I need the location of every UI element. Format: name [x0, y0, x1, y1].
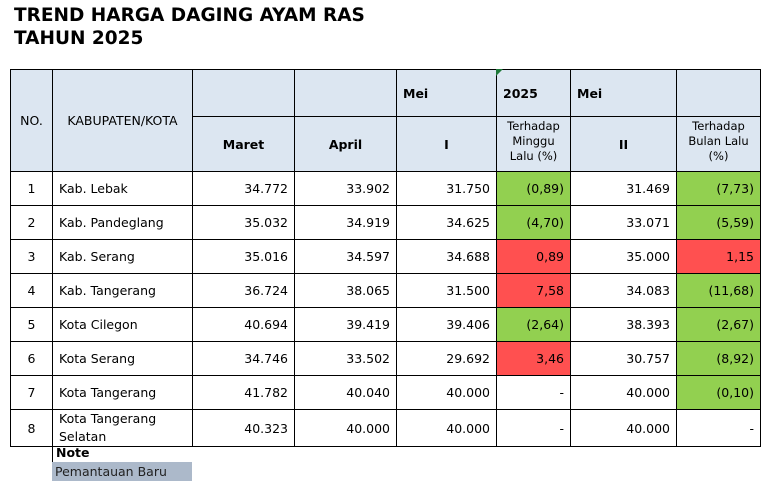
cell-no: 2 [10, 205, 53, 240]
header-mei-2: Mei [570, 69, 677, 117]
cell-no: 3 [10, 239, 53, 274]
table-row: 5 Kota Cilegon 40.694 39.419 39.406 (2,64) 38.… [10, 307, 761, 342]
cell-change-week: - [496, 375, 571, 410]
cell-change-month: (8,92) [676, 341, 761, 376]
cell-maret: 40.694 [192, 307, 295, 342]
cell-week-2: 40.000 [570, 409, 677, 447]
table-row: 4 Kab. Tangerang 36.724 38.065 31.500 7,58 34.… [10, 273, 761, 308]
note-legend-pemantauan-baru: Pemantauan Baru [52, 462, 192, 481]
header-empty-2 [294, 69, 397, 117]
cell-change-month: 1,15 [676, 239, 761, 274]
cell-april: 34.919 [294, 205, 397, 240]
cell-april: 40.000 [294, 409, 397, 447]
cell-maret: 36.724 [192, 273, 295, 308]
cell-change-month: (5,59) [676, 205, 761, 240]
cell-week-2: 33.071 [570, 205, 677, 240]
cell-change-week: (2,64) [496, 307, 571, 342]
cell-change-week: 7,58 [496, 273, 571, 308]
cell-maret: 34.772 [192, 171, 295, 206]
cell-change-month: (2,67) [676, 307, 761, 342]
cell-maret: 41.782 [192, 375, 295, 410]
cell-maret: 35.016 [192, 239, 295, 274]
cell-region: Kota Tangerang [52, 375, 193, 410]
header-empty-1 [192, 69, 295, 117]
cell-no: 6 [10, 341, 53, 376]
cell-week-1: 29.692 [396, 341, 497, 376]
cell-region: Kab. Pandeglang [52, 205, 193, 240]
header-kabkota: KABUPATEN/KOTA [52, 69, 193, 172]
header-no: NO. [10, 69, 53, 172]
cell-region: Kab. Tangerang [52, 273, 193, 308]
cell-april: 39.419 [294, 307, 397, 342]
cell-change-week: - [496, 409, 571, 447]
note-label: Note [52, 444, 192, 462]
header-week-1: I [396, 116, 497, 172]
cell-no: 1 [10, 171, 53, 206]
cell-week-1: 31.500 [396, 273, 497, 308]
cell-week-1: 34.688 [396, 239, 497, 274]
cell-region: Kab. Serang [52, 239, 193, 274]
cell-april: 33.902 [294, 171, 397, 206]
cell-change-month: (11,68) [676, 273, 761, 308]
table-body: 1 Kab. Lebak 34.772 33.902 31.750 (0,89) 31.46… [10, 171, 761, 447]
cell-april: 33.502 [294, 341, 397, 376]
cell-week-1: 31.750 [396, 171, 497, 206]
cell-april: 38.065 [294, 273, 397, 308]
cell-week-2: 34.083 [570, 273, 677, 308]
header-week-2: II [570, 116, 677, 172]
header-year: 2025 [496, 69, 571, 117]
cell-week-2: 38.393 [570, 307, 677, 342]
cell-region: Kota Cilegon [52, 307, 193, 342]
cell-change-month: (0,10) [676, 375, 761, 410]
cell-change-month: (7,73) [676, 171, 761, 206]
cell-region: Kota Tangerang Selatan [52, 409, 193, 447]
cell-change-week: 3,46 [496, 341, 571, 376]
price-table: NO. KABUPATEN/KOTA Mei 2025 Mei Maret Ap… [10, 69, 761, 447]
header-row-1: NO. KABUPATEN/KOTA Mei 2025 Mei [10, 69, 761, 172]
cell-no: 7 [10, 375, 53, 410]
table-row: 7 Kota Tangerang 41.782 40.040 40.000-40.000… [10, 375, 761, 410]
table-row: 2 Kab. Pandeglang 35.032 34.919 34.625 (4,70)… [10, 205, 761, 240]
header-row-2: Maret April I Terhadap Minggu Lalu (%) I… [10, 116, 761, 172]
cell-week-2: 30.757 [570, 341, 677, 376]
cell-week-2: 40.000 [570, 375, 677, 410]
table-row: 1 Kab. Lebak 34.772 33.902 31.750 (0,89) 31.46… [10, 171, 761, 206]
cell-change-week: 0,89 [496, 239, 571, 274]
cell-change-week: (0,89) [496, 171, 571, 206]
header-empty-3 [676, 69, 761, 117]
cell-april: 40.040 [294, 375, 397, 410]
report-title: TREND HARGA DAGING AYAM RAS TAHUN 2025 [14, 4, 365, 50]
cell-week-1: 39.406 [396, 307, 497, 342]
table-row: 6 Kota Serang 34.746 33.502 29.692 3,46 30.757… [10, 341, 761, 376]
cell-no: 4 [10, 273, 53, 308]
cell-change-week: (4,70) [496, 205, 571, 240]
cell-no: 5 [10, 307, 53, 342]
cell-maret: 40.323 [192, 409, 295, 447]
cell-week-1: 40.000 [396, 375, 497, 410]
cell-region: Kota Serang [52, 341, 193, 376]
cell-region: Kab. Lebak [52, 171, 193, 206]
cell-week-1: 34.625 [396, 205, 497, 240]
header-april: April [294, 116, 397, 172]
cell-week-2: 31.469 [570, 171, 677, 206]
header-change-month: Terhadap Bulan Lalu (%) [676, 116, 761, 172]
cell-change-month: - [676, 409, 761, 447]
cell-week-2: 35.000 [570, 239, 677, 274]
header-maret: Maret [192, 116, 295, 172]
table-row: 8 Kota Tangerang Selatan 40.323 40.000 40.00… [10, 409, 761, 447]
title-line-1: TREND HARGA DAGING AYAM RAS [14, 5, 365, 26]
table-row: 3 Kab. Serang 35.016 34.597 34.688 0,89 35.000… [10, 239, 761, 274]
title-line-2: TAHUN 2025 [14, 28, 144, 49]
cell-maret: 34.746 [192, 341, 295, 376]
header-change-week: Terhadap Minggu Lalu (%) [496, 116, 571, 172]
cell-no: 8 [10, 409, 53, 447]
comment-indicator-icon [496, 69, 503, 76]
cell-week-1: 40.000 [396, 409, 497, 447]
header-mei-1: Mei [396, 69, 497, 117]
cell-april: 34.597 [294, 239, 397, 274]
cell-maret: 35.032 [192, 205, 295, 240]
